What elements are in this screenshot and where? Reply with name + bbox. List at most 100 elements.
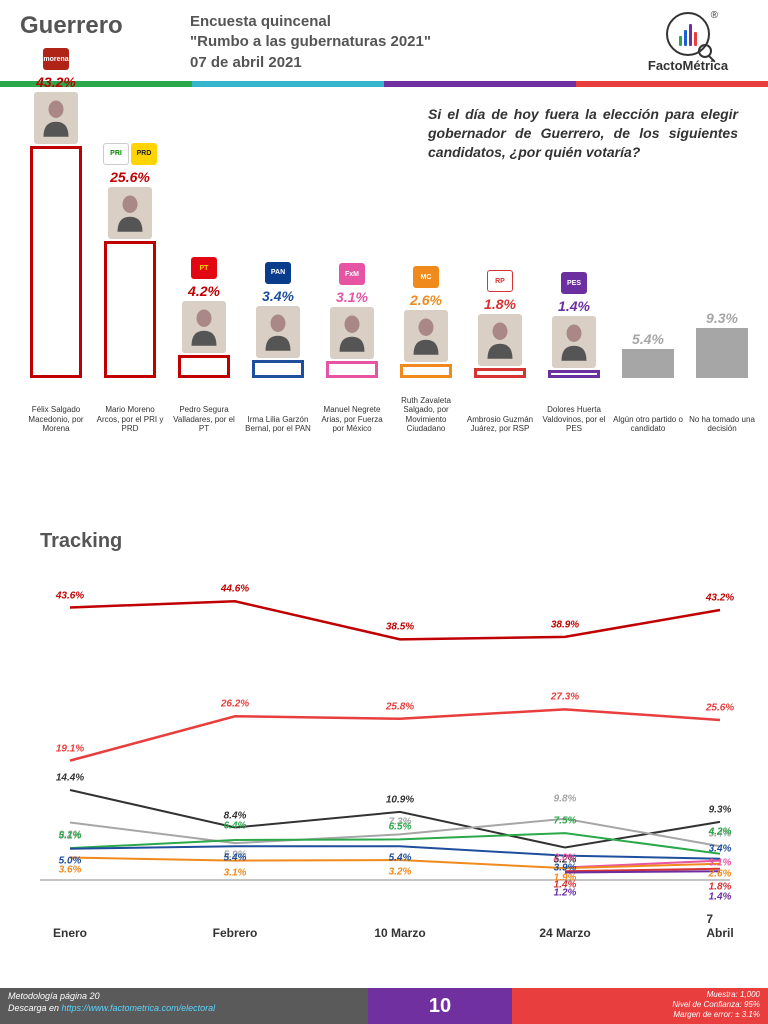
track-label: 9.3%	[709, 804, 732, 815]
bar-label: Ruth Zavaleta Salgado, por Movimiento Ci…	[390, 396, 462, 433]
track-xlabel: 24 Marzo	[539, 926, 590, 940]
track-label: 14.4%	[56, 773, 84, 784]
bar-label: Pedro Segura Valladares, por el PT	[168, 405, 240, 433]
bar-pct: 3.4%	[262, 288, 294, 304]
bar-3: PAN 3.4%	[246, 262, 310, 378]
track-label: 5.1%	[59, 831, 82, 842]
track-label: 6.5%	[389, 822, 412, 833]
tracking-lines	[30, 560, 740, 920]
bar-label: Manuel Negrete Arias, por Fuerza por Méx…	[316, 405, 388, 433]
candidate-photo	[182, 301, 226, 353]
party-logo-icon: MC	[413, 266, 439, 288]
survey-line1: Encuesta quincenal	[190, 12, 628, 32]
track-label: 10.9%	[386, 794, 414, 805]
candidate-photo	[256, 306, 300, 358]
track-label: 3.4%	[709, 843, 732, 854]
survey-line2: "Rumbo a las gubernaturas 2021"	[190, 32, 628, 52]
track-label: 3.1%	[709, 857, 732, 868]
bar-label: Dolores Huerta Valdovinos, por el PES	[538, 405, 610, 433]
track-label: 5.4%	[224, 853, 247, 864]
color-stripe	[0, 81, 768, 87]
party-logo-icon: PES	[561, 272, 587, 294]
track-label: 19.1%	[56, 743, 84, 754]
footer: Metodología página 20 Descarga en https:…	[0, 988, 768, 1024]
party-logo-icon: PAN	[265, 262, 291, 284]
track-label: 26.2%	[221, 699, 249, 710]
bar-rect	[696, 328, 748, 378]
track-xlabel: Enero	[53, 926, 87, 940]
bar-label: Ambrosio Guzmán Juárez, por RSP	[464, 415, 536, 433]
bar-chart: morena43.2%Félix Salgado Macedonio, por …	[10, 98, 758, 433]
bar-pct: 3.1%	[336, 289, 368, 305]
header: Guerrero Encuesta quincenal "Rumbo a las…	[0, 0, 768, 81]
bar-rect	[548, 370, 600, 378]
track-line-morena	[70, 601, 720, 639]
candidate-photo	[108, 187, 152, 239]
track-label: 5.4%	[389, 853, 412, 864]
bar-6: RP 1.8%	[468, 270, 532, 378]
bar-7: PES 1.4%	[542, 272, 606, 378]
footer-download: Descarga en https://www.factometrica.com…	[8, 1003, 360, 1015]
track-label: 1.8%	[709, 881, 732, 892]
bar-rect	[30, 146, 82, 378]
track-xlabel: 7 Abril	[706, 912, 733, 940]
track-label: 1.2%	[554, 887, 577, 898]
bar-rect	[326, 361, 378, 378]
track-label: 1.4%	[709, 892, 732, 903]
bar-label: Algún otro partido o candidato	[612, 415, 684, 433]
track-label: 7.5%	[554, 816, 577, 827]
footer-right: Muestra: 1,000 Nivel de Confianza: 95% M…	[512, 988, 768, 1024]
bar-4: FxM 3.1%	[320, 263, 384, 378]
logo-text: FactoMétrica	[648, 58, 728, 73]
bar-1: PRIPRD 25.6%	[98, 143, 162, 378]
bar-0: morena43.2%	[24, 48, 88, 378]
bar-pct: 4.2%	[188, 283, 220, 299]
footer-link[interactable]: https://www.factometrica.com/electoral	[62, 1003, 216, 1013]
footer-page: 10	[368, 988, 512, 1024]
bar-label: No ha tomado una decisión	[686, 415, 758, 433]
bar-pct: 9.3%	[706, 310, 738, 326]
track-xlabel: 10 Marzo	[374, 926, 425, 940]
bar-9: 9.3%	[690, 310, 754, 378]
track-label: 3.6%	[59, 864, 82, 875]
party-logo-icon: morena	[43, 48, 69, 70]
track-label: 25.6%	[706, 703, 734, 714]
track-label: 38.9%	[551, 619, 579, 630]
track-line-pri-prd	[70, 709, 720, 760]
track-label: 9.8%	[554, 793, 577, 804]
footer-margin: Margen de error: ± 3.1%	[520, 1010, 760, 1020]
candidate-photo	[478, 314, 522, 366]
survey-line3: 07 de abril 2021	[190, 53, 628, 73]
bar-rect	[252, 360, 304, 378]
track-label: 3.2%	[389, 867, 412, 878]
footer-conf: Nivel de Confianza: 95%	[520, 1000, 760, 1010]
tracking-chart: 43.6%44.6%38.5%38.9%43.2%19.1%26.2%25.8%…	[30, 560, 740, 940]
party-logo-icon: PRI	[103, 143, 129, 165]
track-label: 44.6%	[221, 584, 249, 595]
candidate-photo	[552, 316, 596, 368]
party-logo-icon: RP	[487, 270, 513, 292]
bar-pct: 2.6%	[410, 292, 442, 308]
track-label: 43.2%	[706, 593, 734, 604]
bar-pct: 1.4%	[558, 298, 590, 314]
party-logo-icon: PRD	[131, 143, 157, 165]
bar-pct: 25.6%	[110, 169, 150, 185]
track-label: 27.3%	[551, 692, 579, 703]
footer-sample: Muestra: 1,000	[520, 990, 760, 1000]
magnifier-icon	[698, 44, 712, 58]
bar-pct: 1.8%	[484, 296, 516, 312]
tracking-title: Tracking	[40, 530, 122, 553]
bar-rect	[104, 241, 156, 378]
party-logo-icon: FxM	[339, 263, 365, 285]
track-label: 4.2%	[709, 826, 732, 837]
bar-label: Mario Moreno Arcos, por el PRI y PRD	[94, 405, 166, 433]
track-xlabel: Febrero	[213, 926, 258, 940]
track-label: 43.6%	[56, 590, 84, 601]
bar-rect	[178, 355, 230, 378]
track-line-pes	[565, 871, 720, 872]
track-label: 3.9%	[554, 862, 577, 873]
track-label: 8.4%	[224, 810, 247, 821]
logo-icon	[666, 12, 710, 56]
footer-method: Metodología página 20	[8, 991, 360, 1003]
bar-label: Irma Lilia Garzón Bernal, por el PAN	[242, 415, 314, 433]
